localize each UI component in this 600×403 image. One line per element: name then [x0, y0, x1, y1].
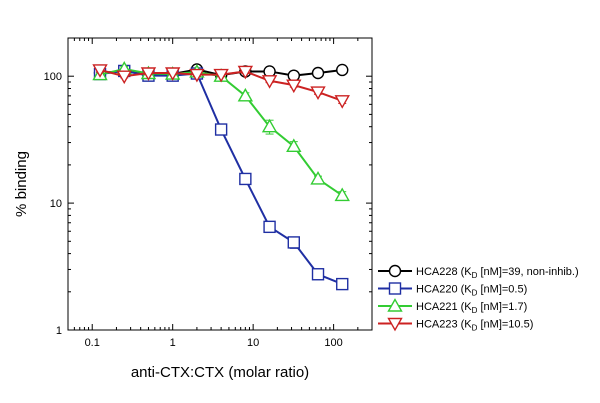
- data-point: [92, 64, 108, 78]
- data-point: [310, 86, 326, 100]
- legend-item: HCA221 (KD [nM]=1.7): [378, 298, 527, 315]
- legend-label-subscript: D: [472, 306, 478, 315]
- y-tick-label: 10: [50, 198, 62, 210]
- series-line: [99, 69, 343, 286]
- data-point: [263, 220, 276, 234]
- data-point: [189, 68, 205, 83]
- data-point: [261, 118, 278, 133]
- legend-label-part: [nM]=10.5): [477, 319, 533, 331]
- series-hca223: [92, 64, 350, 109]
- data-point: [311, 268, 325, 281]
- legend-label-part: [nM]=0.5): [477, 284, 527, 296]
- data-point: [336, 277, 349, 291]
- x-tick-label: 1: [170, 337, 176, 349]
- data-point: [116, 70, 132, 85]
- x-axis-title: anti-CTX:CTX (molar ratio): [131, 364, 309, 381]
- data-point: [164, 67, 181, 81]
- legend-label-part: HCA223 (K: [416, 319, 472, 331]
- legend-marker: [387, 317, 403, 332]
- data-point: [140, 67, 157, 81]
- data-point: [310, 171, 326, 185]
- legend-label-part: [nM]=1.7): [477, 301, 527, 313]
- legend-marker: [388, 282, 402, 295]
- series-layer: [92, 61, 350, 291]
- legend-item: HCA220 (KD [nM]=0.5): [378, 282, 527, 298]
- legend-label: HCA220 (KD [nM]=0.5): [416, 284, 527, 298]
- legend-label-subscript: D: [472, 271, 478, 280]
- plot-frame: [67, 37, 373, 331]
- axis-ticks: 0.1 1 10 100 1 10 100: [44, 37, 373, 349]
- data-point: [214, 123, 228, 136]
- y-axis-title: % binding: [13, 151, 30, 217]
- x-tick-label: 0.1: [85, 337, 100, 349]
- legend-item: HCA223 (KD [nM]=10.5): [378, 317, 533, 333]
- data-point: [334, 187, 350, 202]
- legend-label: HCA221 (KD [nM]=1.7): [416, 301, 527, 315]
- y-tick-label: 100: [44, 71, 62, 83]
- series-hca221: [92, 61, 350, 202]
- y-tick-label: 1: [56, 325, 62, 337]
- data-point: [311, 66, 325, 80]
- x-tick-label: 10: [247, 337, 259, 349]
- legend-label: HCA223 (KD [nM]=10.5): [416, 319, 533, 333]
- legend-label-part: [nM]=39, non-inhib.): [477, 266, 578, 278]
- data-point: [237, 65, 254, 80]
- legend-label-subscript: D: [472, 289, 478, 298]
- data-point: [239, 172, 252, 186]
- legend-label-part: HCA228 (K: [416, 266, 472, 278]
- legend: HCA228 (KD [nM]=39, non-inhib.)HCA220 (K…: [378, 264, 579, 333]
- data-point: [237, 87, 254, 102]
- data-point: [336, 63, 349, 77]
- data-point: [286, 79, 302, 94]
- legend-label-part: HCA220 (K: [416, 284, 472, 296]
- legend-label-subscript: D: [472, 324, 478, 333]
- data-point: [261, 75, 278, 89]
- data-point: [334, 95, 350, 109]
- data-point: [213, 68, 229, 83]
- legend-label: HCA228 (KD [nM]=39, non-inhib.): [416, 266, 579, 280]
- legend-item: HCA228 (KD [nM]=39, non-inhib.): [378, 264, 579, 280]
- legend-marker: [388, 264, 402, 278]
- legend-marker: [387, 298, 403, 312]
- data-point: [286, 138, 302, 153]
- data-point: [287, 236, 300, 249]
- series-hca220: [93, 64, 349, 291]
- x-tick-label: 100: [324, 337, 342, 349]
- legend-label-part: HCA221 (K: [416, 301, 472, 313]
